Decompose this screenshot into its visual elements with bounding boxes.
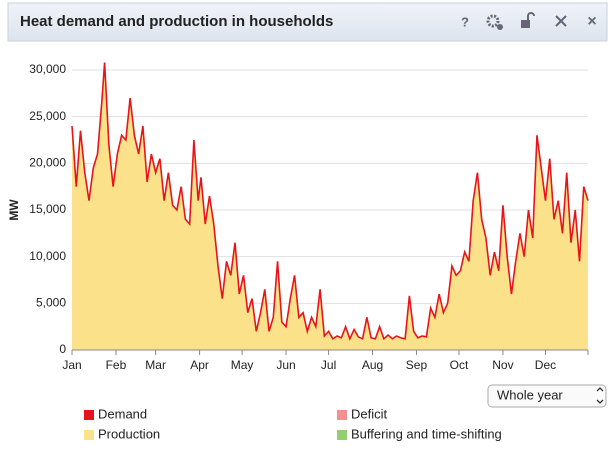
- x-tick-label: Apr: [190, 358, 209, 372]
- period-select-text: Whole year: [497, 387, 563, 402]
- legend-label: Deficit: [351, 406, 388, 421]
- expand-button[interactable]: [555, 15, 567, 27]
- legend-swatch: [337, 410, 347, 420]
- period-select[interactable]: Whole year: [487, 384, 607, 408]
- legend-swatch: [84, 410, 94, 420]
- x-tick-label: Feb: [106, 358, 127, 372]
- lock-button[interactable]: [521, 12, 535, 28]
- x-tick-label: Sep: [406, 358, 428, 372]
- close-button[interactable]: ×: [587, 13, 596, 30]
- production-area: [72, 62, 588, 351]
- x-tick-label: Jan: [62, 358, 81, 372]
- help-button[interactable]: ?: [461, 14, 469, 29]
- y-tick-label: 15,000: [29, 202, 66, 216]
- x-tick-label: Nov: [492, 358, 513, 372]
- widget-title: Heat demand and production in households: [20, 13, 333, 30]
- settings-button[interactable]: [486, 14, 503, 30]
- x-tick-label: Jun: [276, 358, 295, 372]
- y-tick-label: 0: [59, 342, 66, 356]
- legend-label: Buffering and time-shifting: [351, 426, 502, 441]
- header-bar: [7, 2, 608, 42]
- legend-swatch: [337, 430, 347, 440]
- x-tick-label: May: [231, 358, 254, 372]
- y-tick-label: 10,000: [29, 249, 66, 263]
- y-tick-label: 5,000: [36, 296, 66, 310]
- x-tick-label: Jul: [321, 358, 336, 372]
- x-tick-label: Mar: [145, 358, 166, 372]
- x-tick-label: Aug: [362, 358, 383, 372]
- legend-swatch: [84, 430, 94, 440]
- x-tick-label: Dec: [535, 358, 556, 372]
- y-axis-label: MW: [7, 199, 21, 221]
- y-tick-label: 30,000: [29, 62, 66, 76]
- x-tick-label: Oct: [450, 358, 469, 372]
- legend-label: Production: [98, 426, 160, 441]
- demand-line: [71, 62, 589, 341]
- y-tick-label: 20,000: [29, 156, 66, 170]
- y-tick-label: 25,000: [29, 109, 66, 123]
- legend-label: Demand: [98, 406, 147, 421]
